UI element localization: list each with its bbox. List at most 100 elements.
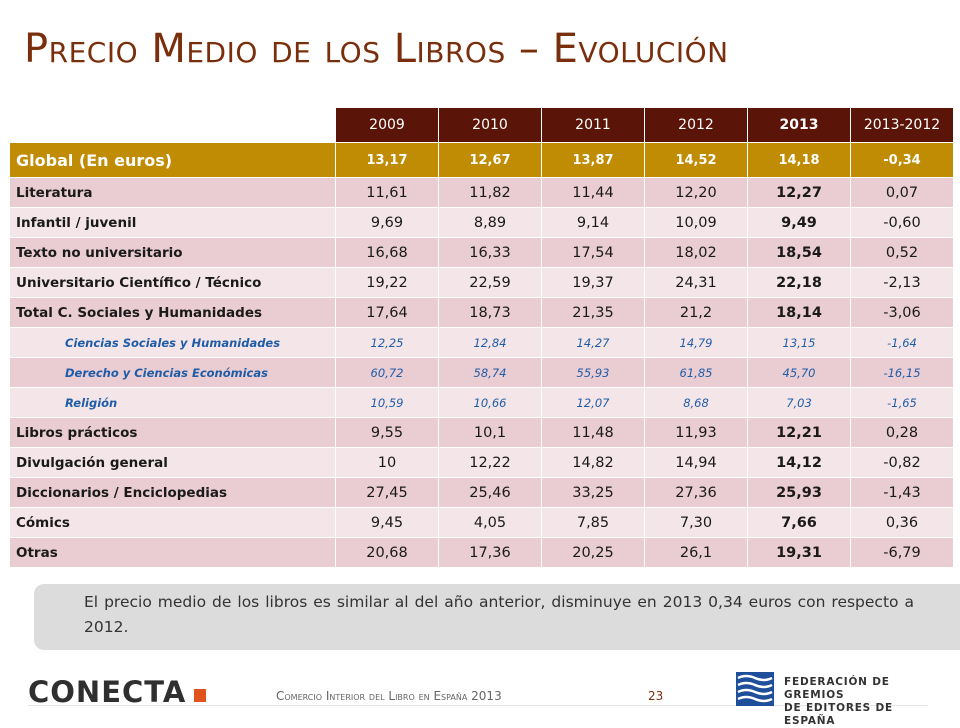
cell-value: 19,37 [542, 268, 645, 298]
header-2009: 2009 [336, 108, 439, 143]
cell-value: 55,93 [542, 358, 645, 388]
row-label: Otras [10, 538, 336, 568]
footer-divider [28, 705, 928, 706]
cell-value: 21,2 [645, 298, 748, 328]
row-label: Libros prácticos [10, 418, 336, 448]
cell-value: 21,35 [542, 298, 645, 328]
cell-value: 45,70 [748, 358, 851, 388]
cell-value: 24,31 [645, 268, 748, 298]
table-row: Libros prácticos 9,55 10,1 11,48 11,93 1… [10, 418, 954, 448]
header-diff: 2013-2012 [851, 108, 954, 143]
table-subrow: Derecho y Ciencias Económicas 60,72 58,7… [10, 358, 954, 388]
global-value: 14,52 [645, 143, 748, 178]
page-title: Precio Medio de los Libros – Evolución [24, 26, 729, 72]
cell-value: 26,1 [645, 538, 748, 568]
cell-value: 19,22 [336, 268, 439, 298]
cell-value: 22,18 [748, 268, 851, 298]
cell-value: 13,15 [748, 328, 851, 358]
cell-value: 17,54 [542, 238, 645, 268]
subrow-label: Ciencias Sociales y Humanidades [10, 328, 336, 358]
row-label: Infantil / juvenil [10, 208, 336, 238]
table-row: Otras 20,68 17,36 20,25 26,1 19,31 -6,79 [10, 538, 954, 568]
cell-value: 7,66 [748, 508, 851, 538]
table-row: Divulgación general 10 12,22 14,82 14,94… [10, 448, 954, 478]
row-label: Diccionarios / Enciclopedias [10, 478, 336, 508]
cell-value: 7,85 [542, 508, 645, 538]
cell-value: -0,82 [851, 448, 954, 478]
cell-value: -1,64 [851, 328, 954, 358]
table-row: Texto no universitario 16,68 16,33 17,54… [10, 238, 954, 268]
global-value: 14,18 [748, 143, 851, 178]
federation-line2: DE EDITORES DE ESPAÑA [784, 702, 893, 727]
cell-value: 12,21 [748, 418, 851, 448]
cell-value: 7,03 [748, 388, 851, 418]
global-value: -0,34 [851, 143, 954, 178]
cell-value: 16,68 [336, 238, 439, 268]
header-2012: 2012 [645, 108, 748, 143]
cell-value: -3,06 [851, 298, 954, 328]
cell-value: 0,36 [851, 508, 954, 538]
logo-accent-square [194, 689, 206, 702]
cell-value: 25,46 [439, 478, 542, 508]
cell-value: -6,79 [851, 538, 954, 568]
cell-value: 58,74 [439, 358, 542, 388]
cell-value: 17,64 [336, 298, 439, 328]
row-label: Literatura [10, 178, 336, 208]
cell-value: 11,93 [645, 418, 748, 448]
row-label: Divulgación general [10, 448, 336, 478]
cell-value: 16,33 [439, 238, 542, 268]
cell-value: 4,05 [439, 508, 542, 538]
federation-icon [736, 672, 774, 706]
federation-line1: FEDERACIÓN DE GREMIOS [784, 676, 890, 701]
cell-value: 17,36 [439, 538, 542, 568]
cell-value: 10,66 [439, 388, 542, 418]
cell-value: 8,68 [645, 388, 748, 418]
cell-value: 0,52 [851, 238, 954, 268]
row-label: Cómics [10, 508, 336, 538]
header-2011: 2011 [542, 108, 645, 143]
subrow-label: Derecho y Ciencias Económicas [10, 358, 336, 388]
global-value: 13,17 [336, 143, 439, 178]
conecta-logo-text: CONECTA [28, 675, 186, 709]
cell-value: 18,54 [748, 238, 851, 268]
footer-caption: Comercio Interior del Libro en España 20… [276, 689, 502, 703]
cell-value: 10 [336, 448, 439, 478]
cell-value: 27,36 [645, 478, 748, 508]
cell-value: 12,22 [439, 448, 542, 478]
cell-value: 61,85 [645, 358, 748, 388]
note-text: El precio medio de los libros es similar… [84, 593, 914, 636]
global-label: Global (En euros) [10, 143, 336, 178]
cell-value: 14,82 [542, 448, 645, 478]
cell-value: 33,25 [542, 478, 645, 508]
cell-value: 10,09 [645, 208, 748, 238]
cell-value: 12,84 [439, 328, 542, 358]
cell-value: 12,25 [336, 328, 439, 358]
cell-value: 11,61 [336, 178, 439, 208]
table-header-row: 2009 2010 2011 2012 2013 2013-2012 [10, 108, 954, 143]
subrow-label: Religión [10, 388, 336, 418]
cell-value: 27,45 [336, 478, 439, 508]
cell-value: 14,12 [748, 448, 851, 478]
federation-name: FEDERACIÓN DE GREMIOS DE EDITORES DE ESP… [784, 676, 946, 728]
cell-value: 12,20 [645, 178, 748, 208]
cell-value: 18,73 [439, 298, 542, 328]
cell-value: -0,60 [851, 208, 954, 238]
header-2013: 2013 [748, 108, 851, 143]
cell-value: 11,48 [542, 418, 645, 448]
cell-value: 14,79 [645, 328, 748, 358]
cell-value: -16,15 [851, 358, 954, 388]
cell-value: 9,49 [748, 208, 851, 238]
cell-value: 14,94 [645, 448, 748, 478]
cell-value: 9,55 [336, 418, 439, 448]
cell-value: 22,59 [439, 268, 542, 298]
cell-value: 9,45 [336, 508, 439, 538]
table-row: Infantil / juvenil 9,69 8,89 9,14 10,09 … [10, 208, 954, 238]
cell-value: -1,65 [851, 388, 954, 418]
cell-value: 9,14 [542, 208, 645, 238]
global-value: 12,67 [439, 143, 542, 178]
cell-value: -1,43 [851, 478, 954, 508]
note-box [34, 584, 960, 650]
conecta-logo: CONECTA [28, 675, 206, 709]
global-row: Global (En euros) 13,17 12,67 13,87 14,5… [10, 143, 954, 178]
row-label: Universitario Científico / Técnico [10, 268, 336, 298]
